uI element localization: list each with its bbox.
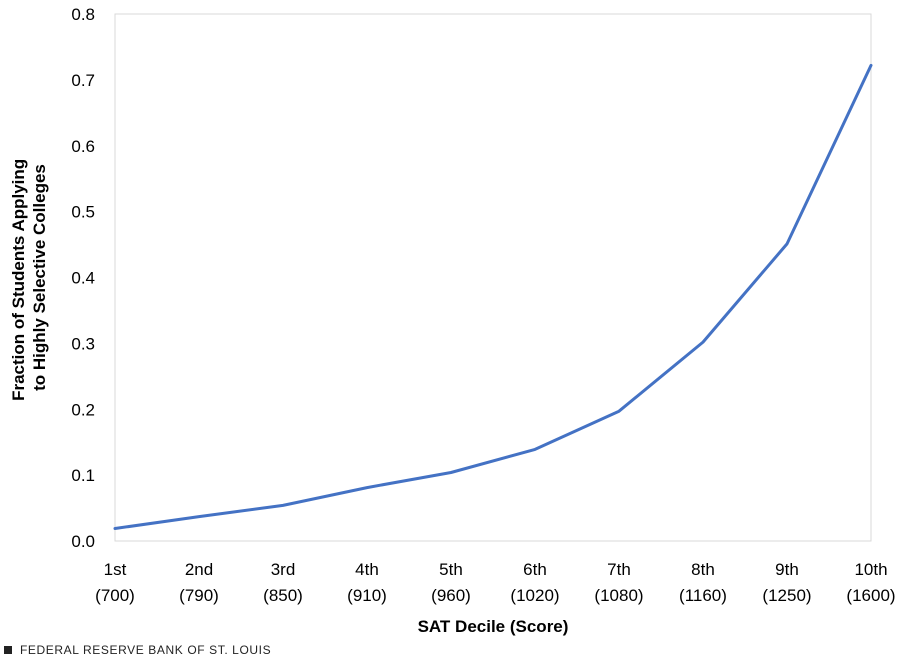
x-tick-label: 7th	[607, 560, 631, 579]
x-tick-label: 6th	[523, 560, 547, 579]
y-axis-title-line-2: to Highly Selective Colleges	[30, 164, 49, 391]
x-axis-ticks: 1st (700) 2nd (790) 3rd (850) 4th (910) 5th (960)…	[95, 560, 895, 605]
source-footer: FEDERAL RESERVE BANK OF ST. LOUIS	[4, 643, 271, 657]
y-axis-title-line-1: Fraction of Students Applying	[9, 159, 28, 401]
x-tick-label: 3rd	[271, 560, 296, 579]
x-tick-score-label: (700)	[95, 586, 135, 605]
x-tick-label: 2nd	[185, 560, 213, 579]
x-tick-label: 4th	[355, 560, 379, 579]
y-tick-label: 0.6	[71, 137, 95, 156]
x-tick-label: 5th	[439, 560, 463, 579]
x-tick-label: 9th	[775, 560, 799, 579]
x-tick-score-label: (1160)	[679, 586, 727, 605]
x-tick-score-label: (1250)	[762, 586, 811, 605]
x-tick-score-label: (1020)	[510, 586, 559, 605]
x-tick-score-label: (850)	[263, 586, 303, 605]
series-lines	[113, 63, 873, 530]
x-axis-title: SAT Decile (Score)	[418, 617, 569, 636]
y-tick-label: 0.5	[71, 203, 95, 222]
y-axis-ticks: 0.0 0.1 0.2 0.3 0.4 0.5 0.6 0.7 0.8	[71, 5, 95, 551]
line-chart: 0.0 0.1 0.2 0.3 0.4 0.5 0.6 0.7 0.8 1st (700) 2nd (…	[9, 5, 896, 636]
x-tick-label: 1st	[104, 560, 127, 579]
plot-frame	[114, 13, 872, 542]
y-tick-label: 0.8	[71, 5, 95, 24]
x-tick-label: 8th	[691, 560, 715, 579]
x-tick-score-label: (1080)	[594, 586, 643, 605]
square-bullet-icon	[4, 646, 12, 654]
y-tick-label: 0.1	[71, 466, 95, 485]
x-tick-label: 10th	[854, 560, 887, 579]
series-line	[113, 63, 873, 530]
source-label: FEDERAL RESERVE BANK OF ST. LOUIS	[20, 643, 272, 657]
y-axis-title: Fraction of Students Applying to Highly …	[9, 154, 49, 401]
x-tick-score-label: (790)	[179, 586, 219, 605]
y-tick-label: 0.4	[71, 269, 95, 288]
y-tick-label: 0.3	[71, 334, 95, 353]
x-tick-score-label: (1600)	[846, 586, 895, 605]
y-tick-label: 0.0	[71, 532, 95, 551]
y-tick-label: 0.2	[71, 400, 95, 419]
x-tick-score-label: (960)	[431, 586, 471, 605]
x-tick-score-label: (910)	[347, 586, 387, 605]
y-tick-label: 0.7	[71, 71, 95, 90]
